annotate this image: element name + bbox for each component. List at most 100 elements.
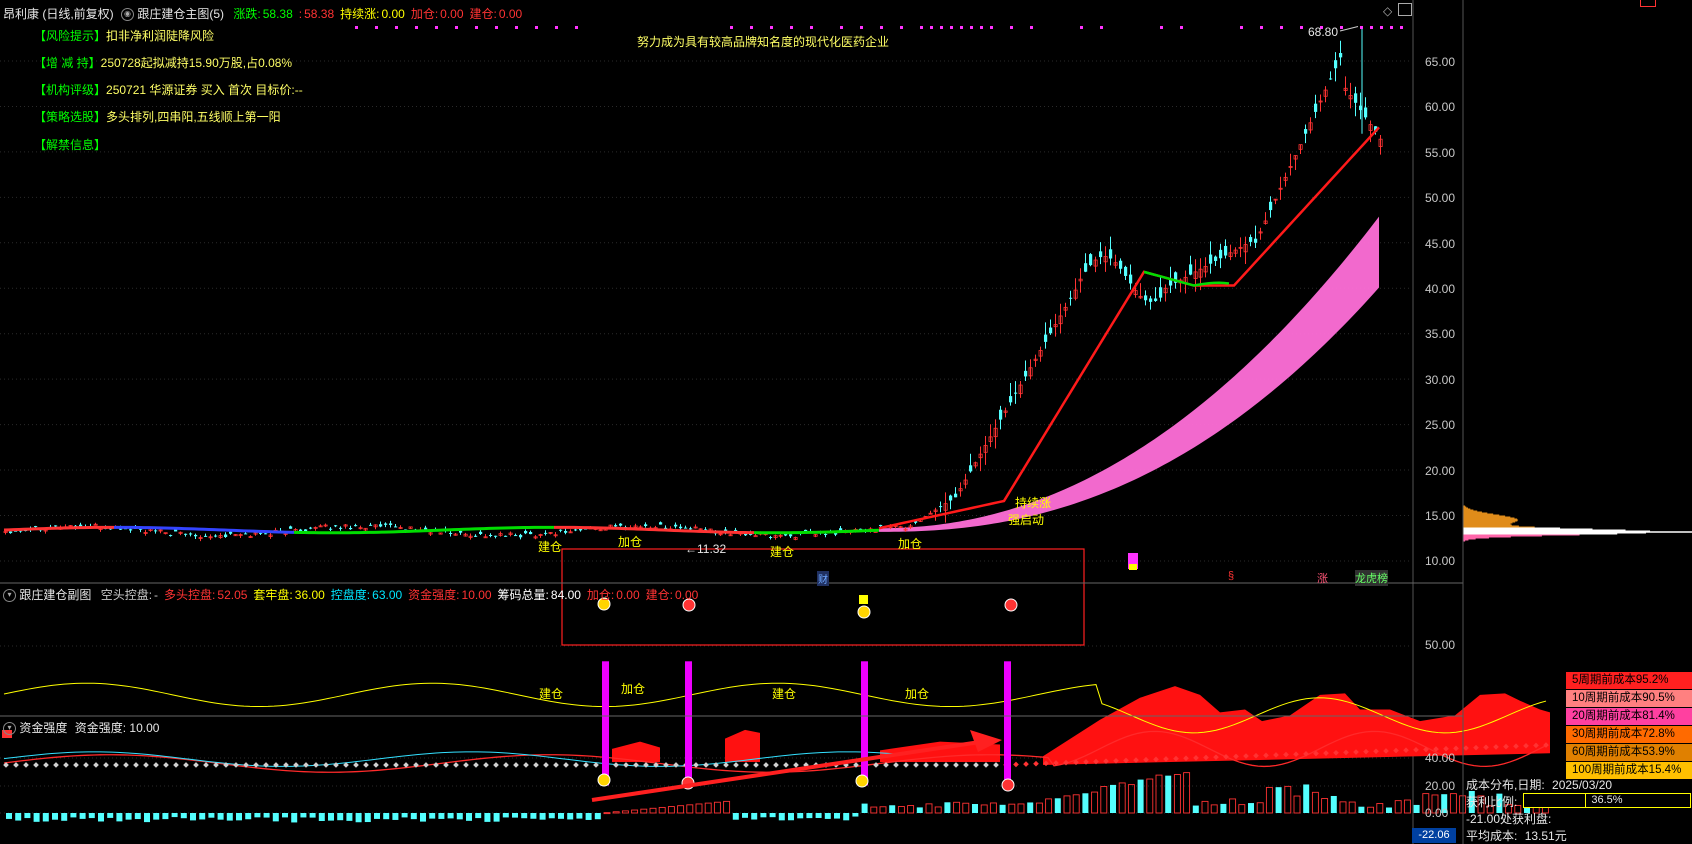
fund-bar: [567, 813, 574, 820]
fund-bar: [870, 806, 878, 814]
diamond-dot: [853, 762, 859, 768]
diamond-dot: [333, 762, 339, 768]
qidong-marker: [1129, 564, 1137, 570]
diamond-dot: [123, 762, 129, 768]
fund-bar: [1008, 803, 1016, 814]
diamond-dot: [1133, 757, 1139, 763]
candle-body: [1348, 95, 1353, 100]
info-row[interactable]: 【机构评级】250721 华源证券 买入 首次 目标价:--: [34, 81, 303, 98]
stock-title[interactable]: 昂利康 (日线,前复权): [3, 7, 114, 21]
diamond-dot: [1123, 757, 1129, 764]
info-row[interactable]: 【增 减 持】250728起拟减持15.90万股,占0.08%: [34, 54, 292, 71]
fund-bar: [42, 813, 49, 822]
fund-bar: [272, 813, 279, 822]
fund-bar: [79, 813, 86, 819]
fund-bar: [989, 802, 997, 814]
diamond-dot: [1383, 748, 1389, 754]
fund-bar: [1118, 782, 1126, 814]
candle-body: [769, 537, 773, 539]
fund-bar: [355, 813, 362, 823]
fund-chart-title[interactable]: 资金强度: [19, 721, 68, 735]
maximize-icon[interactable]: [1398, 3, 1412, 16]
diamond-dot: [893, 762, 899, 768]
candle-body: [1263, 220, 1268, 224]
cost-legend-item: 10周期前成本90.5%: [1566, 690, 1692, 708]
diamond-dot: [783, 762, 789, 768]
fund-bar: [107, 813, 114, 818]
signal-dot: [990, 26, 993, 29]
s-marker[interactable]: §: [1228, 570, 1235, 582]
fund-bar: [1311, 791, 1319, 814]
diamond-dot: [183, 762, 189, 768]
signal-dot: [1380, 26, 1383, 29]
candle-body: [1093, 259, 1098, 267]
zhang-marker[interactable]: 涨: [1317, 573, 1328, 585]
candle-body: [1084, 263, 1088, 272]
diamond-dot: [143, 762, 149, 768]
fund-bar: [742, 813, 748, 818]
fund-bar: [502, 813, 509, 818]
candle-body: [504, 535, 508, 537]
diamond-dot: [513, 762, 519, 768]
sub-chart-collapse-icon[interactable]: ▾: [3, 589, 16, 603]
sub-jiancang-label-2: 建仓: [772, 687, 797, 701]
cost-distribution-profile: [1463, 505, 1692, 542]
fund-bar: [346, 813, 353, 821]
fund-bar: [667, 806, 675, 814]
header-fields: 涨跌: 58.38:58.38 持续涨: 0.00 加仓: 0.00 建仓: 0.00: [227, 7, 522, 21]
diamond-dot: [1013, 761, 1019, 768]
candle-body: [163, 532, 168, 535]
profit-at-label: -21.00处获利盘:: [1466, 812, 1552, 826]
diamond-icon[interactable]: ◇: [1383, 4, 1393, 18]
ma-ribbon: [879, 216, 1379, 532]
candle-body: [1049, 327, 1053, 334]
avg-cost-value: 13.51元: [1524, 829, 1567, 843]
info-row[interactable]: 【解禁信息】: [34, 136, 106, 153]
info-row[interactable]: 【策略选股】多头排列,四串阳,五线顺上第一阳: [34, 108, 281, 125]
fund-bar: [631, 809, 639, 814]
diamond-dot: [53, 762, 59, 768]
diamond-dot: [1293, 751, 1299, 758]
fund-bar: [1238, 804, 1246, 814]
candle-body: [1283, 176, 1288, 181]
candle-body: [1169, 279, 1173, 286]
candle-body: [1228, 252, 1233, 257]
main-chart-header: 昂利康 (日线,前复权) ◉ 跟庄建仓主图(5) 涨跌: 58.38:58.38 持…: [3, 5, 522, 22]
sub-chart-title[interactable]: 跟庄建仓副图: [19, 588, 92, 602]
sub-axis-label: 50.00: [1425, 638, 1456, 652]
fund-bar: [1275, 787, 1282, 813]
diamond-dot: [1073, 759, 1079, 766]
diamond-dot: [773, 762, 779, 768]
signal-dot: [790, 26, 793, 29]
diamond-dot: [1373, 748, 1379, 755]
fund-bar: [521, 813, 528, 819]
diamond-dot: [913, 762, 919, 768]
candle-body: [1109, 249, 1113, 259]
cai-marker[interactable]: 财: [817, 571, 829, 586]
signal-dot: [950, 26, 953, 29]
candle-body: [1293, 155, 1298, 160]
info-text: 250728起拟减持15.90万股,占0.08%: [100, 56, 293, 70]
candle-body: [1318, 100, 1323, 103]
fund-bar: [1293, 795, 1301, 814]
candle-body: [1334, 60, 1338, 69]
candle-body: [1238, 246, 1243, 249]
info-tag: 【机构评级】: [34, 83, 107, 97]
info-text: 250721 华源证券 买入 首次 目标价:--: [106, 83, 303, 97]
indicator-name[interactable]: 跟庄建仓主图(5): [137, 7, 225, 21]
fund-strength-bars: [6, 730, 1549, 823]
diamond-dot: [1243, 753, 1249, 759]
signal-dot: [375, 26, 378, 29]
candle-body: [1214, 256, 1218, 261]
candle-body: [1099, 251, 1103, 258]
fund-bar: [585, 813, 592, 820]
longhubang-marker[interactable]: 龙虎榜: [1355, 570, 1388, 586]
candle-body: [684, 527, 688, 529]
fund-chart-collapse-icon[interactable]: ▾: [3, 722, 16, 736]
diamond-dot: [163, 762, 169, 768]
diamond-dot: [1513, 743, 1519, 750]
info-row[interactable]: 【风险提示】扣非净利润陡降风险: [34, 27, 214, 44]
indicator-settings-icon[interactable]: ◉: [121, 8, 135, 22]
candle-body: [1033, 358, 1038, 361]
